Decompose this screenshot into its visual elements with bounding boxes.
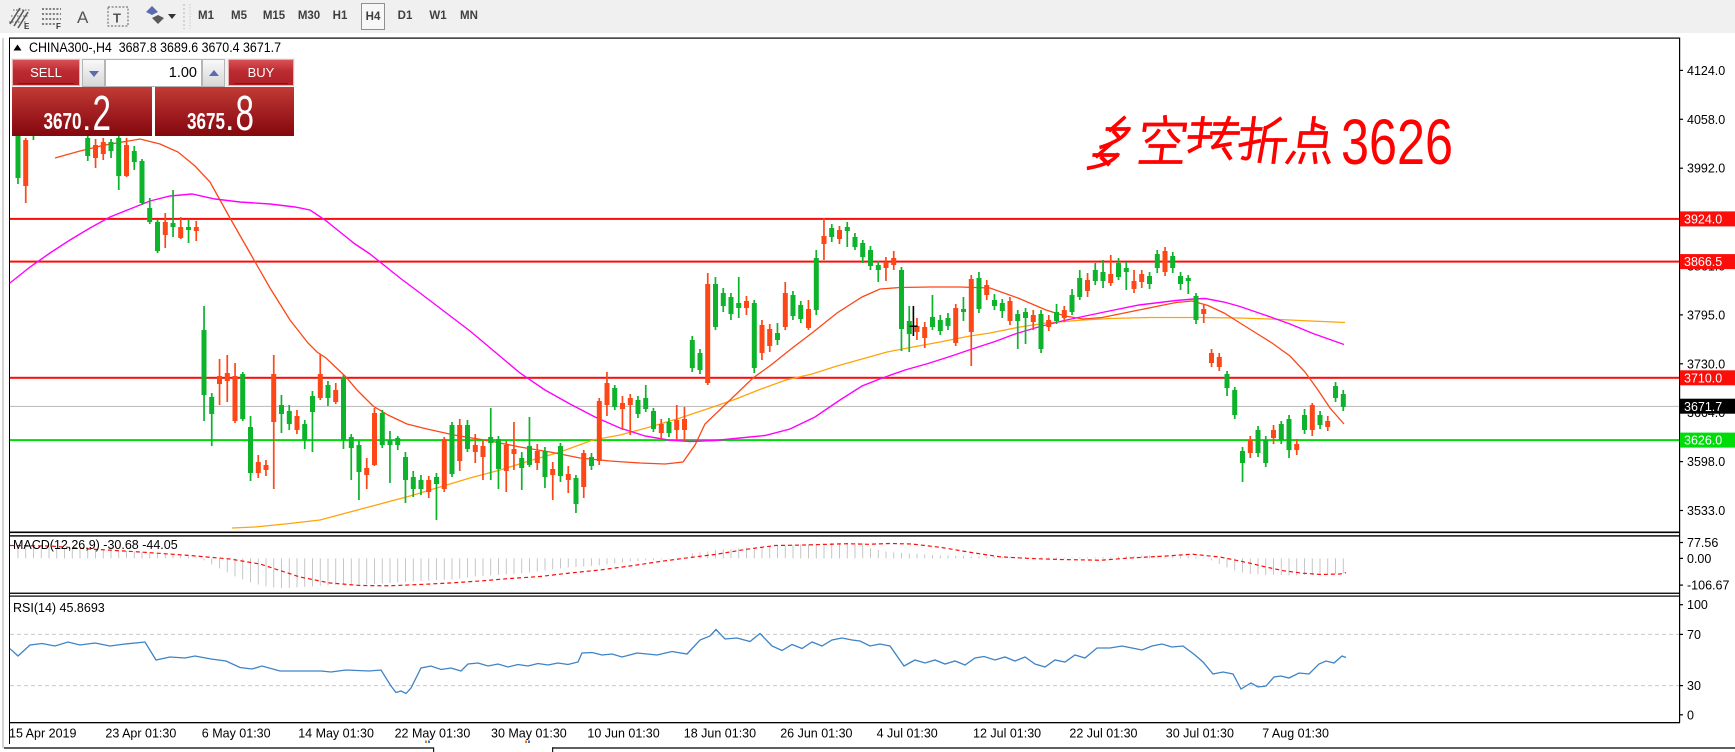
svg-text:23 Apr 01:30: 23 Apr 01:30 <box>105 727 176 741</box>
svg-text:30 May 01:30: 30 May 01:30 <box>491 727 567 741</box>
svg-text:MACD(12,26,9) -30.68 -44.05: MACD(12,26,9) -30.68 -44.05 <box>13 538 178 552</box>
svg-text:100: 100 <box>1687 598 1708 612</box>
svg-text:3924.0: 3924.0 <box>1684 213 1722 227</box>
svg-text:3710.0: 3710.0 <box>1684 371 1722 385</box>
svg-text:3795.0: 3795.0 <box>1687 308 1725 322</box>
svg-text:8: 8 <box>236 87 255 141</box>
svg-text:F: F <box>56 22 61 31</box>
svg-text:T: T <box>113 11 121 26</box>
svg-text:6 May 01:30: 6 May 01:30 <box>202 727 271 741</box>
svg-text:3670: 3670 <box>44 108 82 134</box>
svg-text:.: . <box>82 100 91 138</box>
svg-text:15 Apr 2019: 15 Apr 2019 <box>9 727 76 741</box>
svg-text:10 Jun 01:30: 10 Jun 01:30 <box>587 727 659 741</box>
svg-text:3533.0: 3533.0 <box>1687 504 1725 518</box>
svg-text:3675: 3675 <box>187 108 225 134</box>
svg-text:3992.0: 3992.0 <box>1687 162 1725 176</box>
svg-text:CHINA300-,H4 3687.8 3689.6 36: CHINA300-,H4 3687.8 3689.6 3670.4 3671.7 <box>29 40 281 55</box>
svg-text:30 Jul 01:30: 30 Jul 01:30 <box>1166 727 1234 741</box>
svg-text:2: 2 <box>93 87 112 141</box>
svg-text:.: . <box>225 100 234 138</box>
svg-text:RSI(14) 45.8693: RSI(14) 45.8693 <box>13 601 105 615</box>
svg-text:3598.0: 3598.0 <box>1687 455 1725 469</box>
svg-text:26 Jun 01:30: 26 Jun 01:30 <box>780 727 852 741</box>
svg-text:4 Jul 01:30: 4 Jul 01:30 <box>877 727 938 741</box>
svg-text:3671.7: 3671.7 <box>1684 400 1722 414</box>
svg-text:3730.0: 3730.0 <box>1687 357 1725 371</box>
svg-text:0.00: 0.00 <box>1687 552 1711 566</box>
svg-text:77.56: 77.56 <box>1687 536 1718 550</box>
svg-text:4124.0: 4124.0 <box>1687 64 1725 78</box>
svg-text:70: 70 <box>1687 628 1701 642</box>
svg-text:0: 0 <box>1687 708 1694 722</box>
svg-text:18 Jun 01:30: 18 Jun 01:30 <box>684 727 756 741</box>
svg-text:3626: 3626 <box>1341 106 1453 178</box>
svg-text:14 May 01:30: 14 May 01:30 <box>298 727 374 741</box>
svg-text:3626.0: 3626.0 <box>1684 434 1722 448</box>
svg-text:30: 30 <box>1687 679 1701 693</box>
svg-text:7 Aug 01:30: 7 Aug 01:30 <box>1262 727 1329 741</box>
svg-text:E: E <box>24 22 30 31</box>
svg-text:4058.0: 4058.0 <box>1687 113 1725 127</box>
svg-text:-106.67: -106.67 <box>1687 579 1729 593</box>
svg-text:3866.5: 3866.5 <box>1684 255 1722 269</box>
svg-text:12 Jul 01:30: 12 Jul 01:30 <box>973 727 1041 741</box>
svg-text:A: A <box>77 8 89 27</box>
svg-text:22 Jul 01:30: 22 Jul 01:30 <box>1069 727 1137 741</box>
svg-text:22 May 01:30: 22 May 01:30 <box>395 727 471 741</box>
